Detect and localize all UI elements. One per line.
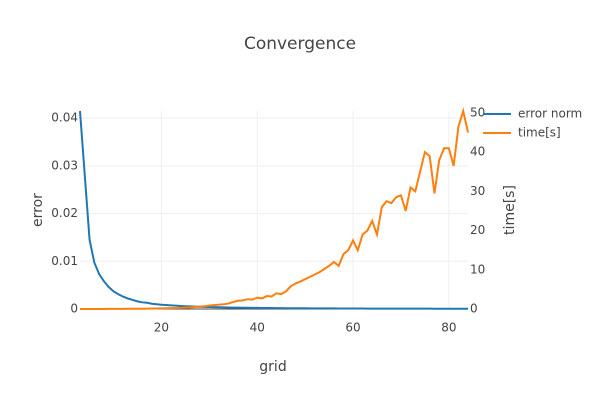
y-tick-label: 0.04 (51, 111, 78, 125)
y-tick-label: 0.03 (51, 158, 78, 172)
y2-tick-label: 30 (470, 184, 485, 198)
x-tick-label: 40 (250, 321, 265, 335)
y2-tick-label: 50 (470, 105, 485, 119)
x-tick-label: 60 (345, 321, 360, 335)
legend-label: time[s] (518, 126, 561, 140)
y-axis-title: error (30, 193, 46, 227)
line (80, 107, 469, 310)
y-tick-label: 0.01 (51, 254, 78, 268)
legend-label: error norm (518, 107, 582, 121)
y2-tick-label: 10 (470, 262, 485, 276)
y-tick-label: 0 (70, 302, 78, 316)
y2-axis-title: time[s] (502, 185, 518, 235)
x-tick-label: 80 (441, 321, 456, 335)
y2-tick-label: 20 (470, 223, 485, 237)
y-tick-label: 0.02 (51, 206, 78, 220)
x-tick-label: 20 (154, 321, 169, 335)
y2-tick-label: 0 (470, 302, 478, 316)
chart-title: Convergence (244, 34, 356, 54)
y2-tick-label: 40 (470, 145, 485, 159)
line (79, 110, 468, 310)
x-axis-title: grid (259, 359, 286, 375)
